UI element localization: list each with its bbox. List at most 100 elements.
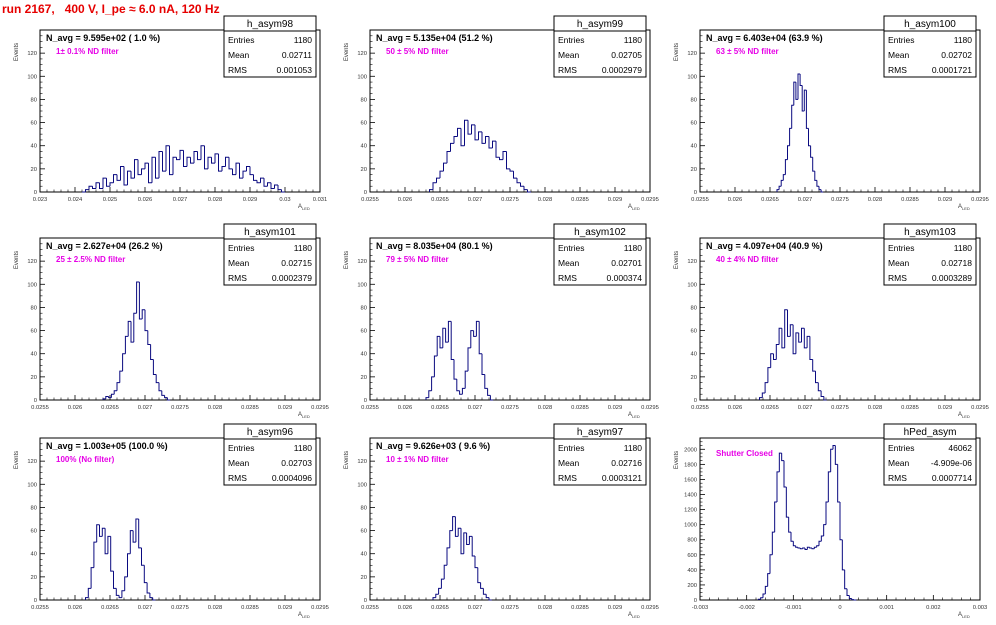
histogram-bin xyxy=(510,169,514,171)
y-tick-label: 120 xyxy=(357,459,367,465)
histogram-bin xyxy=(94,542,97,567)
x-axis-label: ALED xyxy=(298,412,310,419)
histogram-bin xyxy=(103,178,107,188)
x-tick-label: 0.029 xyxy=(938,197,953,203)
histogram-bin xyxy=(257,180,261,182)
y-tick-label: 600 xyxy=(687,553,697,559)
x-axis-label: ALED xyxy=(628,612,640,619)
histogram-bin xyxy=(134,313,137,342)
histogram-bin xyxy=(250,167,254,175)
histogram-bin xyxy=(117,383,120,391)
n-avg-label: N_avg = 9.595e+02 ( 1.0 %) xyxy=(46,33,160,43)
histogram-bin xyxy=(809,128,811,145)
x-tick-label: 0.027 xyxy=(138,405,153,411)
stats-value: 1180 xyxy=(624,35,643,45)
histogram-bin xyxy=(142,169,146,175)
histogram-bin xyxy=(486,594,489,597)
x-tick-label: 0 xyxy=(838,605,841,611)
histogram-bin xyxy=(465,371,468,388)
stats-title: h_asym100 xyxy=(904,19,956,30)
x-tick-label: 0.029 xyxy=(278,605,293,611)
histogram-bin xyxy=(121,167,125,181)
y-tick-label: 100 xyxy=(357,482,367,488)
x-tick-label: 0.0285 xyxy=(241,605,259,611)
histogram-bin xyxy=(208,157,212,169)
histogram-bin xyxy=(810,336,813,359)
histogram-bin xyxy=(472,125,476,134)
histogram-bin xyxy=(792,105,794,128)
y-tick-label: 400 xyxy=(687,568,697,574)
x-tick-label: -0.002 xyxy=(738,605,754,611)
x-tick-label: 0.003 xyxy=(973,605,988,611)
x-tick-label: 0.0265 xyxy=(101,405,119,411)
filter-annotation: Shutter Closed xyxy=(716,449,773,458)
y-tick-label: 60 xyxy=(691,329,697,335)
x-tick-label: 0.027 xyxy=(468,197,483,203)
x-tick-label: 0.026 xyxy=(68,605,83,611)
histogram-bin xyxy=(821,536,823,541)
stats-value: 0.02701 xyxy=(611,258,642,268)
x-axis-label: ALED xyxy=(298,612,310,619)
x-tick-label: 0.029 xyxy=(278,405,293,411)
n-avg-label: N_avg = 4.097e+04 (40.9 %) xyxy=(706,241,823,251)
x-axis-label: ALED xyxy=(628,204,640,211)
histogram-bin xyxy=(205,146,209,169)
histogram-bin xyxy=(486,136,490,143)
stats-label: Mean xyxy=(558,50,580,60)
histogram-bin xyxy=(436,594,439,597)
histogram-bin xyxy=(761,598,763,600)
histogram-bin xyxy=(786,487,788,517)
histogram-bin xyxy=(212,157,216,163)
histogram-bin xyxy=(524,186,528,189)
histogram-bin xyxy=(165,395,168,397)
histogram-bin xyxy=(482,132,486,144)
y-tick-label: 0 xyxy=(34,190,37,196)
n-avg-label: N_avg = 6.403e+04 (63.9 %) xyxy=(706,33,823,43)
histogram-bin xyxy=(191,157,195,163)
x-tick-label: 0.0285 xyxy=(241,405,259,411)
histogram-bin xyxy=(114,175,118,183)
y-tick-label: 40 xyxy=(691,352,697,358)
y-tick-label: 1400 xyxy=(684,493,697,499)
stats-title: h_asym98 xyxy=(247,19,294,30)
histogram-bin xyxy=(222,167,226,172)
histogram-bin xyxy=(503,152,507,160)
y-tick-label: 40 xyxy=(361,352,367,358)
y-tick-label: 20 xyxy=(361,167,367,173)
histogram-bin xyxy=(465,120,469,145)
histogram-bin xyxy=(458,128,462,136)
histogram-bin xyxy=(268,183,272,186)
stats-title: h_asym97 xyxy=(577,427,624,438)
histogram-bin xyxy=(842,540,844,570)
stats-value: 46062 xyxy=(948,443,972,453)
histogram-bin xyxy=(821,190,823,192)
stats-label: Entries xyxy=(558,35,584,45)
histogram-bin xyxy=(180,150,184,159)
y-tick-label: 0 xyxy=(694,398,697,404)
stats-value: 0.0003289 xyxy=(932,273,972,283)
histogram-bin xyxy=(810,547,812,548)
x-tick-label: 0.027 xyxy=(173,197,188,203)
histogram-bin xyxy=(447,548,450,565)
histogram-bin xyxy=(528,190,532,192)
histogram-bin xyxy=(472,536,475,556)
histogram-bin xyxy=(138,160,142,175)
histogram-bin xyxy=(444,163,448,171)
stats-value: 0.0003121 xyxy=(602,473,642,483)
y-tick-label: 0 xyxy=(364,598,367,604)
stats-label: Mean xyxy=(228,258,250,268)
n-avg-label: N_avg = 2.627e+04 (26.2 %) xyxy=(46,241,163,251)
histogram-bin xyxy=(167,398,170,400)
histogram-bin xyxy=(461,128,465,145)
histogram-bin xyxy=(135,160,139,179)
y-tick-label: 0 xyxy=(34,398,37,404)
stats-value: 0.02702 xyxy=(941,50,972,60)
histogram-bin xyxy=(128,554,131,577)
histogram-bin xyxy=(201,146,205,160)
y-tick-label: 80 xyxy=(361,505,367,511)
stats-value: -4.909e-06 xyxy=(931,458,972,468)
